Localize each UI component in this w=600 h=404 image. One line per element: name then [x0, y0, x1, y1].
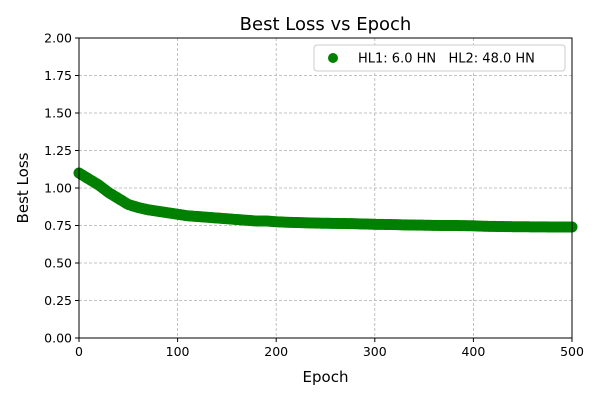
y-tick-label: 0.50 — [44, 256, 72, 271]
x-axis-label: Epoch — [303, 368, 349, 386]
y-tick-label: 1.50 — [44, 106, 72, 121]
y-tick-label: 0.00 — [44, 331, 72, 346]
chart-title: Best Loss vs Epoch — [240, 14, 412, 35]
x-tick-label: 300 — [363, 344, 387, 359]
ticks: 0 100 200 300 400 500 0.00 0.25 0.50 0.75 1.00 1.25… — [44, 31, 584, 360]
legend-box — [313, 44, 566, 72]
legend-label: HL1: 6.0 HN HL2: 48.0 HN — [358, 52, 535, 67]
y-tick-label: 2.00 — [44, 31, 72, 46]
y-axis-label: Best Loss — [14, 152, 32, 223]
x-tick-label: 0 — [75, 344, 83, 359]
legend: HL1: 6.0 HN HL2: 48.0 HN — [313, 44, 566, 72]
y-tick-label: 0.25 — [44, 293, 72, 308]
grid — [78, 37, 573, 339]
x-tick-label: 100 — [166, 344, 190, 359]
x-tick-label: 400 — [461, 344, 485, 359]
y-tick-label: 0.75 — [44, 218, 72, 233]
x-tick-label: 500 — [560, 344, 584, 359]
data-layer — [73, 167, 578, 233]
y-tick-label: 1.25 — [44, 143, 72, 158]
x-tick-label: 200 — [264, 344, 288, 359]
y-tick-label: 1.75 — [44, 68, 72, 83]
legend-marker — [328, 53, 338, 63]
y-tick-label: 1.00 — [44, 181, 72, 196]
